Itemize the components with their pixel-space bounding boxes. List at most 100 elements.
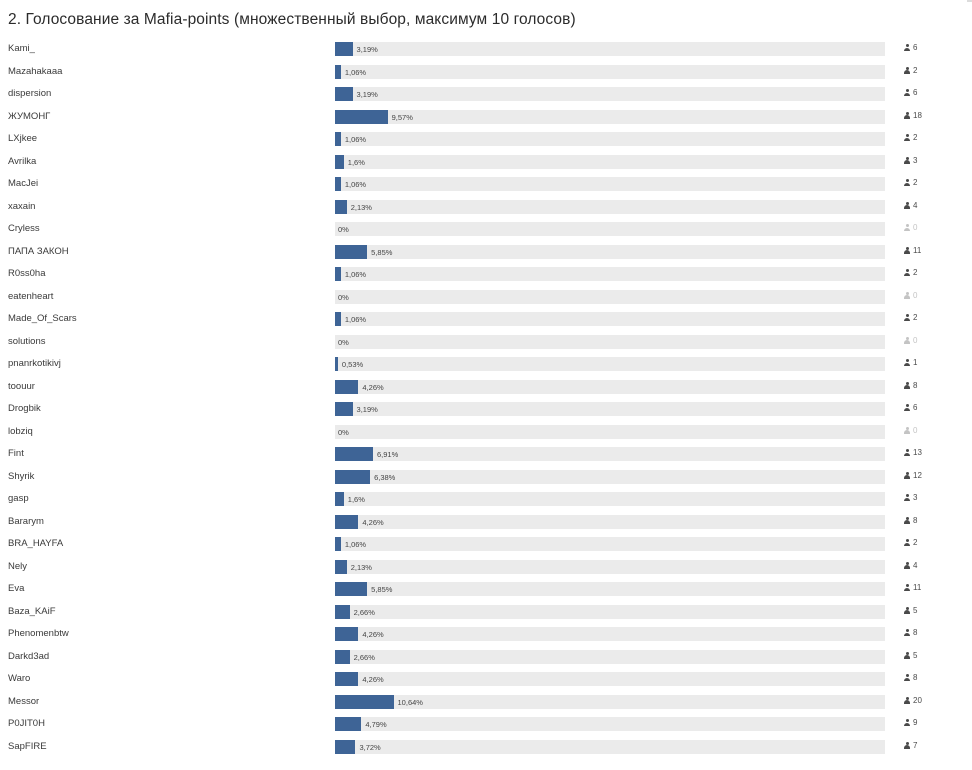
vote-count-value: 6 [913,88,918,97]
poll-option-row: LXjkee 1,06% 2 [0,128,972,151]
poll-option-label: LXjkee [8,133,38,144]
result-bar-track: 3,19% [335,87,885,101]
vote-count: 0 [904,336,917,345]
vote-count-value: 12 [913,470,922,480]
poll-option-row: toouur 4,26% 8 [0,376,972,399]
vote-count-value: 2 [913,65,918,75]
vote-count: 11 [904,246,921,255]
vote-count-value: 2 [913,133,918,142]
result-percent: 0% [338,225,349,234]
poll-option-label: SapFIRE [8,740,47,752]
result-percent: 4,26% [362,517,384,527]
result-bar-fill [335,649,350,664]
vote-count: 2 [904,313,917,322]
poll-option-row: Cryless 0% 0 [0,218,972,241]
result-bar-track: 5,85% [335,582,885,596]
vote-count-value: 11 [913,245,922,255]
vote-count: 5 [904,651,917,660]
vote-count-value: 0 [913,223,918,232]
result-bar-fill [335,469,371,484]
vote-count-value: 8 [913,673,918,682]
result-bar-track: 2,13% [335,559,885,574]
vote-count-value: 6 [913,403,918,412]
result-percent: 2,66% [353,652,375,662]
vote-count-value: 2 [913,268,918,277]
poll-option-label: ПАПА ЗАКОН [8,245,69,257]
vote-count: 8 [904,381,917,390]
result-bar-fill [335,312,341,326]
vote-count: 12 [904,471,922,480]
result-bar-track: 0% [335,289,885,304]
poll-option-label: Avrilka [8,155,37,167]
poll-option-label: Darkd3ad [8,650,50,662]
poll-option-label: Eva [8,583,25,594]
vote-count: 8 [904,516,917,525]
result-bar-track: 3,19% [335,42,885,56]
poll-option-row: Baza_KAiF 2,66% 5 [0,601,972,624]
user-icon [904,269,910,276]
result-bar-track: 0% [335,334,885,349]
vote-count-value: 6 [913,43,918,52]
vote-count-value: 3 [913,493,918,502]
vote-count-value: 8 [913,515,918,525]
poll-option-label: Made_Of_Scars [8,313,77,324]
poll-option-label: Shyrik [8,470,35,482]
vote-count: 3 [904,156,917,165]
result-percent: 3,19% [356,405,378,414]
result-bar-fill [335,694,394,709]
result-percent: 4,26% [362,382,384,392]
vote-count: 0 [904,426,917,435]
user-icon [904,516,910,524]
result-percent: 3,19% [356,90,378,99]
result-percent: 5,85% [371,247,393,257]
vote-count-value: 0 [913,290,918,300]
vote-count-value: 11 [913,583,922,592]
poll-option-label: MacJei [8,178,39,189]
user-icon [904,696,910,704]
vote-count-value: 18 [913,110,922,120]
user-icon [904,494,910,501]
poll-option-row: P0JIT0H 4,79% 9 [0,713,972,736]
poll-option-row: Fint 6,91% 13 [0,443,972,466]
poll-option-label: pnanrkotikivj [8,358,61,369]
vote-count-value: 4 [913,200,918,210]
result-bar-track: 1,6% [335,492,885,506]
user-icon [904,741,910,749]
poll-option-row: Bararym 4,26% 8 [0,511,972,534]
result-bar-fill [335,559,347,574]
result-bar-track: 1,06% [335,537,885,551]
poll-option-row: Nely 2,13% 4 [0,556,972,579]
poll-option-label: ЖУМОНГ [8,110,51,122]
poll-option-row: Eva 5,85% 11 [0,578,972,601]
poll-option-row: R0ss0ha 1,06% 2 [0,263,972,286]
result-bar-track: 4,26% [335,379,885,394]
result-bar-track: 3,19% [335,402,885,416]
vote-count: 2 [904,66,917,75]
poll-option-label: Waro [8,673,31,684]
vote-count-value: 8 [913,380,918,390]
result-bar-track: 2,66% [335,649,885,664]
poll-title: 2. Голосование за Mafia-points (множеств… [8,11,576,28]
result-percent: 0,53% [341,360,364,369]
result-bar-track: 6,38% [335,469,885,484]
result-percent: 1,06% [344,315,367,324]
result-bar-fill [335,87,353,101]
user-icon [904,66,910,74]
result-bar-fill [335,64,341,79]
poll-option-row: lobziq 0% 0 [0,421,972,444]
vote-count: 8 [904,673,917,682]
user-icon [904,201,910,209]
result-bar-track: 1,06% [335,132,885,146]
poll-option-label: Kami_ [8,43,35,54]
poll-option-row: Phenomenbtw 4,26% 8 [0,623,972,646]
poll-option-row: ЖУМОНГ 9,57% 18 [0,106,972,129]
vote-count-value: 13 [913,448,922,457]
result-bar-fill [335,492,344,506]
result-bar-track: 1,06% [335,267,885,281]
user-icon [904,156,910,164]
user-icon [904,719,910,726]
user-icon [904,539,910,546]
result-bar-fill [335,154,344,169]
user-icon [904,224,910,231]
result-bar-track: 4,26% [335,514,885,529]
